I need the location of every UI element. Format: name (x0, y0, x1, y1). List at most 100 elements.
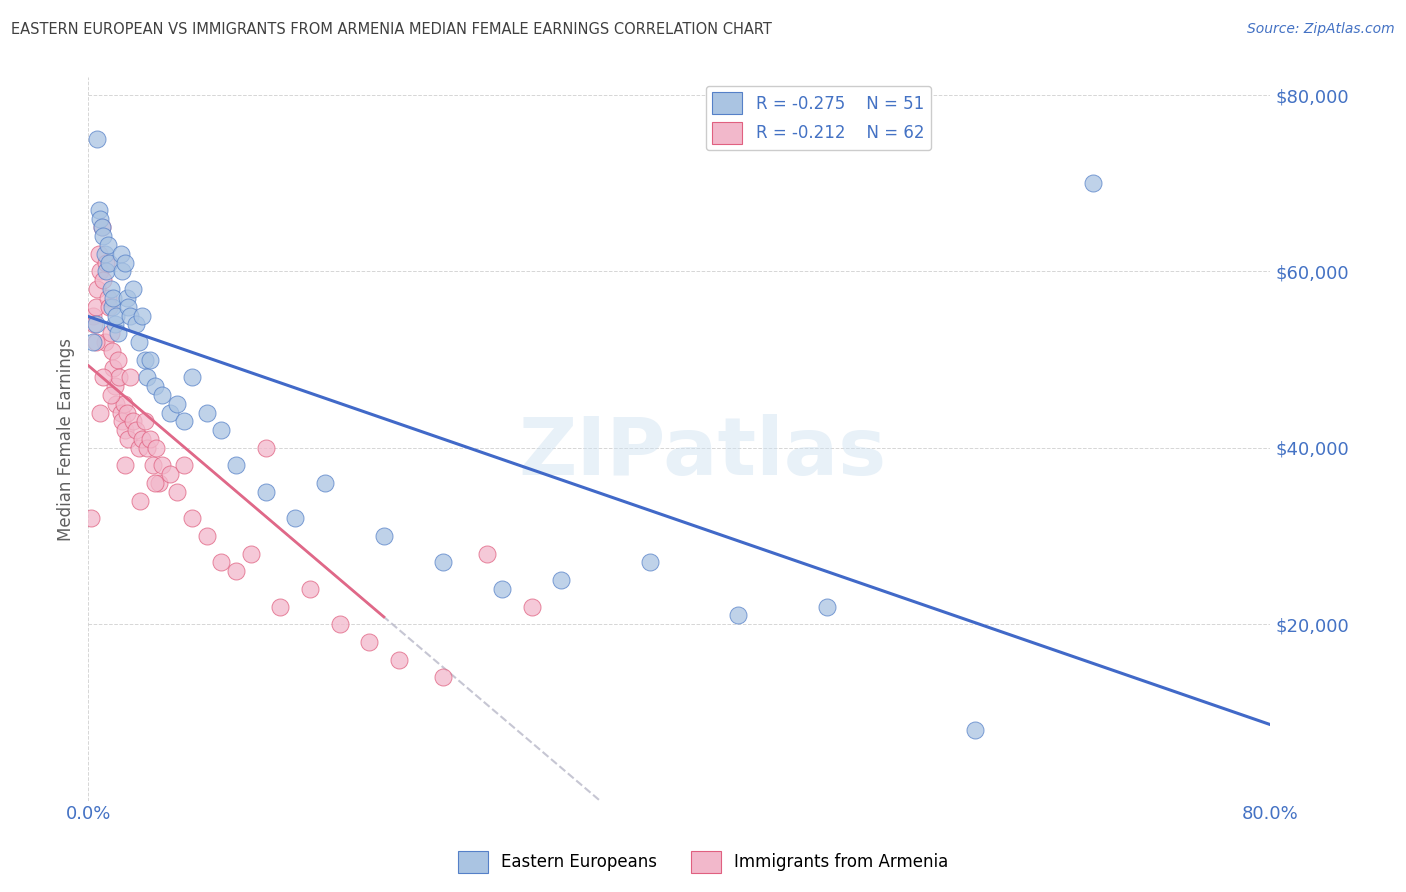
Point (94, 255, 117, 269)
Point (107, 352, 129, 367)
Point (254, 485, 277, 500)
Point (145, 441, 167, 455)
Point (84, 318, 107, 332)
Point (100, 282, 122, 296)
Point (180, 511, 202, 525)
Point (491, 582, 513, 596)
Point (87, 202, 110, 217)
Point (80, 511, 103, 525)
Point (86, 282, 108, 296)
Point (103, 291, 125, 305)
Point (159, 406, 181, 420)
Point (727, 608, 749, 623)
Point (136, 370, 159, 384)
Point (105, 309, 128, 323)
Point (477, 547, 499, 561)
Point (128, 441, 150, 455)
Point (269, 599, 291, 614)
Point (108, 370, 131, 384)
Point (86, 132, 108, 146)
Point (118, 309, 141, 323)
Point (134, 352, 156, 367)
Text: Source: ZipAtlas.com: Source: ZipAtlas.com (1247, 22, 1395, 37)
Point (90, 220, 112, 235)
Point (82, 309, 104, 323)
Point (101, 300, 124, 314)
Point (93, 247, 115, 261)
Point (963, 723, 986, 737)
Point (209, 423, 232, 437)
Point (87, 247, 110, 261)
Point (110, 247, 132, 261)
Point (115, 406, 138, 420)
Point (357, 635, 380, 649)
Point (173, 458, 195, 473)
Point (117, 432, 139, 446)
Point (89, 406, 111, 420)
Point (195, 529, 218, 543)
Point (159, 467, 181, 482)
Point (134, 414, 156, 428)
Point (111, 264, 134, 278)
Point (101, 343, 124, 358)
Point (89, 211, 111, 226)
Point (115, 291, 138, 305)
Point (388, 652, 411, 666)
Point (124, 318, 146, 332)
Point (97, 238, 120, 252)
Point (91, 229, 114, 244)
Point (373, 529, 395, 543)
Point (129, 493, 152, 508)
Point (328, 617, 350, 632)
Point (139, 432, 162, 446)
Point (103, 361, 125, 376)
Point (150, 458, 173, 473)
Point (166, 397, 188, 411)
Point (100, 388, 122, 402)
Point (117, 300, 139, 314)
Point (520, 599, 543, 614)
Y-axis label: Median Female Earnings: Median Female Earnings (58, 337, 75, 541)
Point (284, 511, 307, 525)
Point (84, 334, 107, 349)
Point (142, 458, 165, 473)
Point (143, 379, 166, 393)
Point (1081, 176, 1104, 190)
Point (114, 423, 136, 437)
Point (815, 599, 838, 614)
Point (114, 458, 136, 473)
Point (121, 282, 143, 296)
Point (91, 273, 114, 287)
Point (89, 264, 111, 278)
Point (180, 370, 202, 384)
Point (94, 264, 117, 278)
Point (166, 485, 188, 500)
Point (254, 441, 277, 455)
Legend: Eastern Europeans, Immigrants from Armenia: Eastern Europeans, Immigrants from Armen… (451, 845, 955, 880)
Point (104, 318, 127, 332)
Point (112, 397, 135, 411)
Point (225, 458, 247, 473)
Point (139, 352, 162, 367)
Point (432, 556, 454, 570)
Point (131, 309, 153, 323)
Point (100, 326, 122, 341)
Point (110, 406, 132, 420)
Point (98, 300, 121, 314)
Point (111, 414, 134, 428)
Point (90, 220, 112, 235)
Point (550, 573, 572, 587)
Point (195, 406, 218, 420)
Point (114, 255, 136, 269)
Point (118, 370, 141, 384)
Text: EASTERN EUROPEAN VS IMMIGRANTS FROM ARMENIA MEDIAN FEMALE EARNINGS CORRELATION C: EASTERN EUROPEAN VS IMMIGRANTS FROM ARME… (11, 22, 772, 37)
Point (143, 476, 166, 491)
Point (82, 334, 104, 349)
Point (105, 397, 128, 411)
Point (83, 318, 105, 332)
Point (98, 255, 121, 269)
Point (298, 582, 321, 596)
Legend: R = -0.275    N = 51, R = -0.212    N = 62: R = -0.275 N = 51, R = -0.212 N = 62 (706, 86, 931, 150)
Point (173, 414, 195, 428)
Point (225, 564, 247, 578)
